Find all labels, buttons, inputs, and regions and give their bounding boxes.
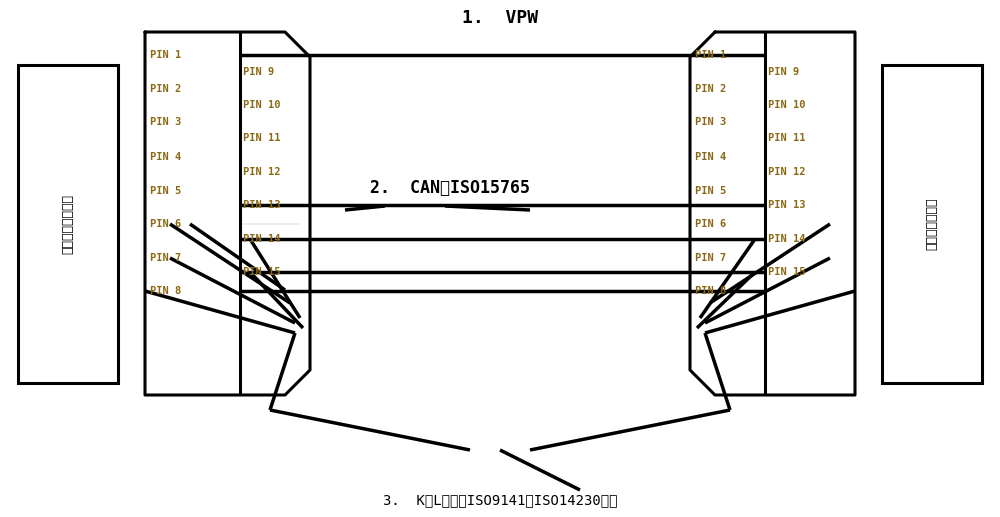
Text: PIN 12: PIN 12	[768, 167, 806, 177]
Bar	[882, 65, 982, 383]
Text: PIN 3: PIN 3	[695, 117, 726, 127]
Text: PIN 6: PIN 6	[695, 219, 726, 229]
Text: PIN 13: PIN 13	[243, 200, 280, 210]
Text: PIN 6: PIN 6	[150, 219, 181, 229]
Text: PIN 9: PIN 9	[243, 67, 274, 77]
Text: PIN 13: PIN 13	[768, 200, 806, 210]
Text: PIN 10: PIN 10	[243, 100, 280, 110]
Text: PIN 10: PIN 10	[768, 100, 806, 110]
Text: 1.  VPW: 1. VPW	[462, 9, 538, 27]
Text: PIN 1: PIN 1	[695, 50, 726, 60]
Text: PIN 7: PIN 7	[695, 253, 726, 263]
Text: PIN 3: PIN 3	[150, 117, 181, 127]
Text: PIN 15: PIN 15	[243, 267, 280, 277]
Text: PIN 5: PIN 5	[695, 186, 726, 196]
Bar	[18, 65, 118, 383]
Text: PIN 4: PIN 4	[150, 152, 181, 162]
Text: 车载诊断仳等器: 车载诊断仳等器	[926, 197, 938, 250]
Text: PIN 15: PIN 15	[768, 267, 806, 277]
Text: 3.  K、L线路（ISO9141、ISO14230等）: 3. K、L线路（ISO9141、ISO14230等）	[383, 493, 617, 507]
Text: PIN 2: PIN 2	[150, 84, 181, 94]
Text: 车载诊断系统总线: 车载诊断系统总线	[62, 194, 74, 254]
Text: PIN 1: PIN 1	[150, 50, 181, 60]
Text: PIN 5: PIN 5	[150, 186, 181, 196]
Text: 2.  CAN、ISO15765: 2. CAN、ISO15765	[370, 179, 530, 197]
Text: PIN 7: PIN 7	[150, 253, 181, 263]
Text: PIN 11: PIN 11	[768, 133, 806, 143]
Text: PIN 2: PIN 2	[695, 84, 726, 94]
Text: PIN 9: PIN 9	[768, 67, 799, 77]
Text: PIN 12: PIN 12	[243, 167, 280, 177]
Text: PIN 14: PIN 14	[243, 234, 280, 244]
Text: PIN 11: PIN 11	[243, 133, 280, 143]
Text: PIN 8: PIN 8	[695, 286, 726, 296]
Text: PIN 8: PIN 8	[150, 286, 181, 296]
Text: PIN 4: PIN 4	[695, 152, 726, 162]
Text: PIN 14: PIN 14	[768, 234, 806, 244]
